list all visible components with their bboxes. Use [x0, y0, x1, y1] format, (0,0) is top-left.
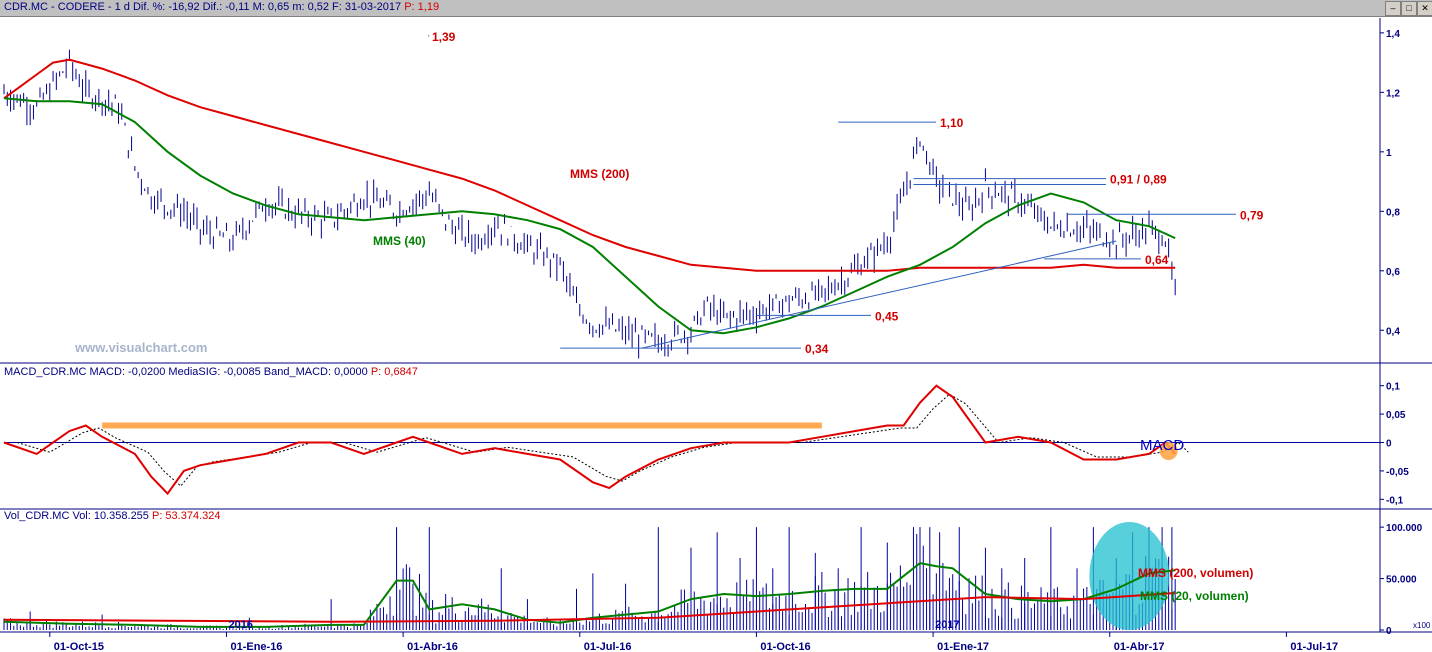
price-panel: www.visualchart.com 1,39 1,10 0,91 / 0,89 0,… — [3, 30, 1264, 359]
volume-panel: Vol_CDR.MC Vol: 10.358.255 P: 53.374.324… — [3, 510, 1253, 630]
level-label: 0,34 — [805, 342, 829, 356]
x-tick-label: 01-Oct-15 — [54, 641, 104, 652]
x-tick-label: 01-Ene-16 — [230, 641, 282, 652]
x-tick-label: 01-Oct-16 — [760, 641, 810, 652]
mms-40-line — [3, 97, 1176, 335]
mms-20-volume-line — [3, 562, 1176, 628]
level-label: 1,10 — [940, 116, 964, 130]
level-label: 0,45 — [875, 309, 899, 323]
level-label: 0,79 — [1240, 208, 1264, 222]
x-tick-label: 01-Jul-16 — [584, 641, 632, 652]
y-tick-label: -0,05 — [1386, 467, 1409, 478]
level-label: 0,91 / 0,89 — [1110, 173, 1167, 187]
level-label: 1,39 — [432, 30, 456, 44]
y-tick-label: 0 — [1386, 626, 1392, 637]
macd-highlight-circle — [1159, 442, 1178, 461]
minimize-button[interactable]: ‒ — [1385, 1, 1401, 16]
close-button[interactable]: ✕ — [1417, 1, 1432, 16]
mms-200-line — [3, 58, 1176, 272]
maximize-button[interactable]: □ — [1401, 1, 1417, 16]
mms-200-volume-label: MMS (200, volumen) — [1138, 566, 1253, 580]
x-tick-label: 01-Abr-17 — [1114, 641, 1165, 652]
y-tick-label: 0,4 — [1386, 326, 1400, 337]
macd-panel: MACD_CDR.MC MACD: -0,0200 MediaSIG: -0,0… — [3, 366, 1380, 496]
volume-highlight-ellipse — [1089, 522, 1170, 630]
mms-20-volume-label: MMS (20, volumen) — [1140, 589, 1249, 603]
window-title: CDR.MC - CODERE - 1 d Dif. %: -16,92 Dif… — [4, 1, 440, 13]
trend-line — [641, 240, 1117, 349]
y-tick-label: 1 — [1386, 148, 1392, 159]
macd-label: MACD — [1140, 437, 1184, 454]
macd-signal-line — [16, 393, 1189, 487]
y-tick-label: 1,4 — [1386, 29, 1400, 40]
year-label: 2017 — [935, 619, 959, 631]
volume-multiplier: x100 — [1413, 621, 1431, 630]
year-label: 2016 — [228, 619, 252, 631]
macd-line — [3, 384, 1176, 496]
y-tick-label: 0 — [1386, 439, 1392, 450]
x-tick-label: 01-Abr-16 — [407, 641, 458, 652]
y-tick-label: 50.000 — [1386, 575, 1417, 586]
x-tick-label: 01-Ene-17 — [937, 641, 989, 652]
level-label: 0,64 — [1145, 253, 1169, 267]
y-tick-label: 0,05 — [1386, 410, 1406, 421]
y-tick-label: 0,8 — [1386, 207, 1400, 218]
mms-200-volume-line — [3, 592, 1176, 623]
y-tick-label: 100.000 — [1386, 523, 1423, 534]
y-tick-label: 1,2 — [1386, 88, 1400, 99]
window-title-bar: CDR.MC - CODERE - 1 d Dif. %: -16,92 Dif… — [0, 0, 1432, 17]
mms-200-label: MMS (200) — [570, 167, 629, 181]
x-tick-label: 01-Jul-17 — [1290, 641, 1338, 652]
y-tick-label: 0,6 — [1386, 267, 1400, 278]
mms-40-label: MMS (40) — [373, 234, 426, 248]
watermark: www.visualchart.com — [74, 340, 207, 355]
volume-header: Vol_CDR.MC Vol: 10.358.255 P: 53.374.324 — [4, 510, 221, 522]
y-tick-label: -0,1 — [1386, 495, 1404, 506]
macd-header: MACD_CDR.MC MACD: -0,0200 MediaSIG: -0,0… — [4, 366, 418, 378]
y-tick-label: 0,1 — [1386, 382, 1400, 393]
